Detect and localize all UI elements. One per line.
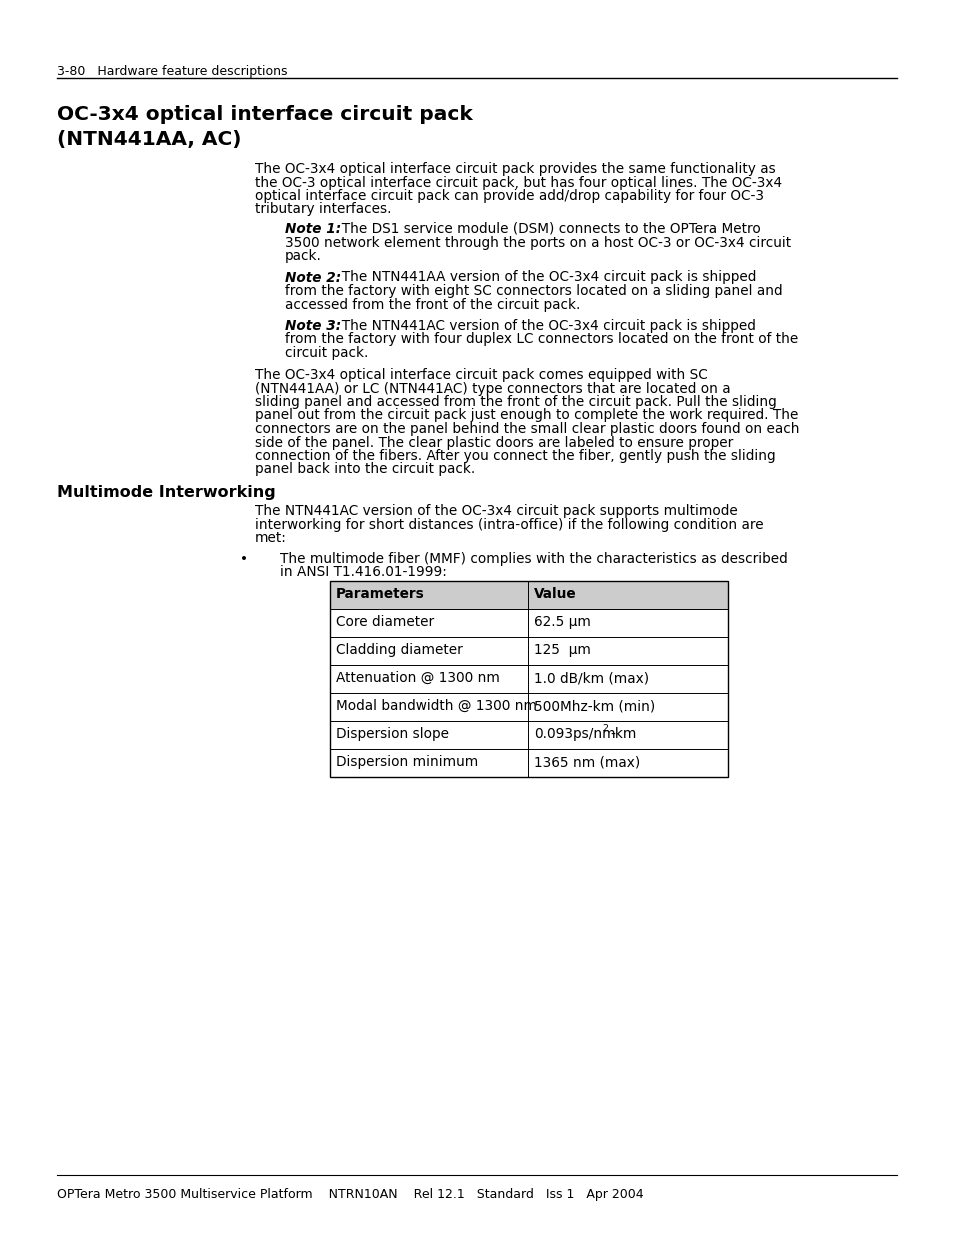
Text: Parameters: Parameters (335, 587, 424, 601)
Text: connection of the fibers. After you connect the fiber, gently push the sliding: connection of the fibers. After you conn… (254, 450, 775, 463)
Text: the OC-3 optical interface circuit pack, but has four optical lines. The OC-3x4: the OC-3 optical interface circuit pack,… (254, 175, 781, 189)
Bar (330, 580, 727, 777)
Text: The multimode fiber (MMF) complies with the characteristics as described: The multimode fiber (MMF) complies with … (280, 552, 787, 566)
Text: optical interface circuit pack can provide add/drop capability for four OC-3: optical interface circuit pack can provi… (254, 189, 763, 203)
Text: The DS1 service module (DSM) connects to the OPTera Metro: The DS1 service module (DSM) connects to… (333, 222, 760, 236)
Text: Dispersion minimum: Dispersion minimum (335, 755, 477, 769)
Text: The OC-3x4 optical interface circuit pack comes equipped with SC: The OC-3x4 optical interface circuit pac… (254, 368, 707, 382)
Text: from the factory with four duplex LC connectors located on the front of the: from the factory with four duplex LC con… (285, 332, 798, 347)
Text: Note 1:: Note 1: (285, 222, 341, 236)
Text: 3-80   Hardware feature descriptions: 3-80 Hardware feature descriptions (57, 65, 287, 78)
Text: met:: met: (254, 531, 287, 546)
Text: connectors are on the panel behind the small clear plastic doors found on each: connectors are on the panel behind the s… (254, 422, 799, 436)
Text: 3500 network element through the ports on a host OC-3 or OC-3x4 circuit: 3500 network element through the ports o… (285, 236, 790, 249)
Text: 2: 2 (601, 724, 607, 734)
Text: •: • (240, 552, 248, 566)
Text: Multimode Interworking: Multimode Interworking (57, 484, 275, 499)
Text: 500Mhz-km (min): 500Mhz-km (min) (534, 699, 655, 713)
Text: -km: -km (609, 727, 636, 741)
Text: (NTN441AA, AC): (NTN441AA, AC) (57, 130, 241, 149)
Text: in ANSI T1.416.01-1999:: in ANSI T1.416.01-1999: (280, 564, 446, 579)
Text: (NTN441AA) or LC (NTN441AC) type connectors that are located on a: (NTN441AA) or LC (NTN441AC) type connect… (254, 382, 730, 395)
Text: panel out from the circuit pack just enough to complete the work required. The: panel out from the circuit pack just eno… (254, 409, 798, 422)
Text: interworking for short distances (intra-office) if the following condition are: interworking for short distances (intra-… (254, 517, 762, 532)
Text: The NTN441AC version of the OC-3x4 circuit pack is shipped: The NTN441AC version of the OC-3x4 circu… (333, 319, 755, 333)
Text: 1365 nm (max): 1365 nm (max) (534, 755, 639, 769)
Text: The NTN441AA version of the OC-3x4 circuit pack is shipped: The NTN441AA version of the OC-3x4 circu… (333, 270, 756, 284)
Text: The NTN441AC version of the OC-3x4 circuit pack supports multimode: The NTN441AC version of the OC-3x4 circu… (254, 505, 737, 519)
Text: OC-3x4 optical interface circuit pack: OC-3x4 optical interface circuit pack (57, 105, 473, 124)
Text: 62.5 μm: 62.5 μm (534, 615, 590, 629)
Text: Dispersion slope: Dispersion slope (335, 727, 449, 741)
Text: tributary interfaces.: tributary interfaces. (254, 203, 391, 216)
Text: 125  μm: 125 μm (534, 643, 590, 657)
Text: Core diameter: Core diameter (335, 615, 434, 629)
Text: 0.093ps/nm: 0.093ps/nm (534, 727, 615, 741)
Bar (330, 580, 727, 609)
Text: pack.: pack. (285, 249, 321, 263)
Text: OPTera Metro 3500 Multiservice Platform    NTRN10AN    Rel 12.1   Standard   Iss: OPTera Metro 3500 Multiservice Platform … (57, 1188, 643, 1200)
Text: Value: Value (534, 587, 576, 601)
Text: panel back into the circuit pack.: panel back into the circuit pack. (254, 462, 475, 477)
Text: The OC-3x4 optical interface circuit pack provides the same functionality as: The OC-3x4 optical interface circuit pac… (254, 162, 775, 177)
Text: 1.0 dB/km (max): 1.0 dB/km (max) (534, 671, 648, 685)
Text: side of the panel. The clear plastic doors are labeled to ensure proper: side of the panel. The clear plastic doo… (254, 436, 733, 450)
Text: Modal bandwidth @ 1300 nm: Modal bandwidth @ 1300 nm (335, 699, 537, 713)
Text: accessed from the front of the circuit pack.: accessed from the front of the circuit p… (285, 298, 579, 311)
Text: Cladding diameter: Cladding diameter (335, 643, 462, 657)
Text: sliding panel and accessed from the front of the circuit pack. Pull the sliding: sliding panel and accessed from the fron… (254, 395, 776, 409)
Text: Note 3:: Note 3: (285, 319, 341, 333)
Text: Attenuation @ 1300 nm: Attenuation @ 1300 nm (335, 671, 499, 685)
Text: circuit pack.: circuit pack. (285, 346, 368, 359)
Text: from the factory with eight SC connectors located on a sliding panel and: from the factory with eight SC connector… (285, 284, 781, 298)
Text: Note 2:: Note 2: (285, 270, 341, 284)
